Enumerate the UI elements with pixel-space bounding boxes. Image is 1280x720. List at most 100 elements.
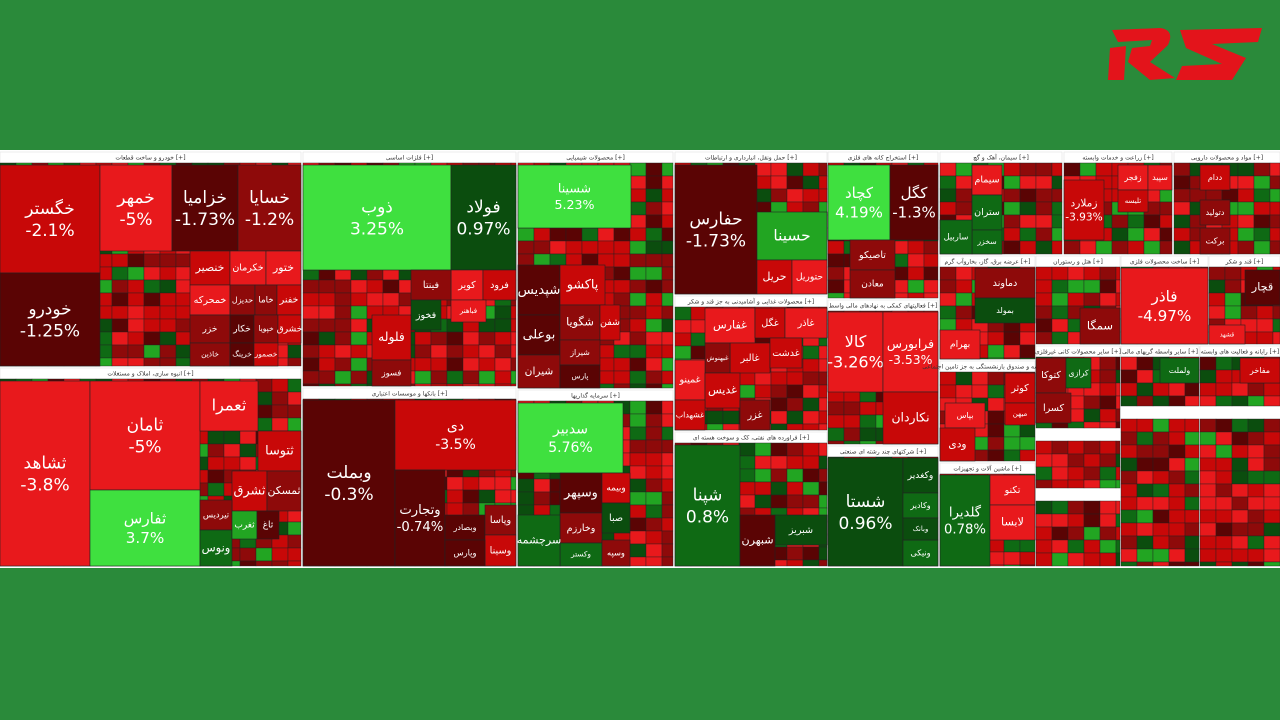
filler-tile — [645, 383, 663, 389]
tile-label: خمهر — [116, 188, 155, 208]
filler-tile — [786, 559, 804, 567]
filler-tile — [1120, 561, 1138, 567]
filler-tile — [127, 253, 145, 268]
sector-title: خودرو و ساخت قطعات [+] — [115, 155, 185, 162]
filler-tile — [1051, 539, 1069, 554]
filler-tile — [770, 384, 788, 399]
filler-tile — [287, 547, 302, 562]
filler-tile — [462, 344, 480, 359]
filler-tile — [770, 371, 788, 386]
filler-tile — [533, 491, 551, 506]
filler-tile — [1184, 522, 1200, 537]
filler-tile — [1136, 369, 1154, 384]
filler-tile — [159, 279, 177, 294]
tile — [939, 474, 991, 567]
tile — [517, 514, 561, 567]
filler-tile — [1247, 535, 1265, 550]
filler-tile — [818, 455, 828, 470]
tile — [450, 164, 517, 271]
filler-tile — [1083, 539, 1101, 554]
filler-tile — [939, 162, 957, 177]
filler-tile — [661, 543, 674, 558]
tile-change: -5% — [119, 210, 152, 230]
filler-tile — [414, 370, 432, 385]
filler-tile — [706, 423, 724, 431]
filler-tile — [1111, 240, 1129, 255]
tile-change: 0.96% — [838, 514, 892, 534]
filler-tile — [1231, 382, 1249, 397]
filler-tile — [239, 430, 257, 445]
filler-tile — [613, 266, 631, 281]
filler-tile — [629, 253, 647, 268]
filler-tile — [1003, 357, 1021, 360]
tile-label: حتوریل — [796, 272, 823, 283]
filler-tile — [302, 344, 320, 359]
filler-tile — [478, 476, 496, 491]
filler-tile — [645, 370, 663, 385]
filler-tile — [939, 175, 957, 190]
filler-tile — [690, 306, 708, 321]
filler-tile — [1184, 470, 1200, 485]
tile-label: ثامان — [127, 415, 164, 435]
filler-tile — [517, 227, 535, 242]
filler-tile — [818, 345, 828, 360]
tile-label: خاذین — [201, 350, 219, 359]
tile — [739, 514, 776, 567]
filler-tile — [629, 201, 647, 216]
filler-tile — [1120, 535, 1138, 550]
tile-label: خکار — [232, 325, 251, 335]
tile — [674, 164, 758, 295]
filler-tile — [1136, 496, 1154, 511]
filler-tile — [462, 502, 480, 517]
filler-tile — [1173, 240, 1191, 255]
filler-tile — [1099, 526, 1117, 541]
filler-tile — [754, 468, 772, 483]
tile-label: وسینا — [490, 546, 512, 557]
filler-tile — [987, 357, 1005, 360]
filler-tile — [127, 292, 145, 307]
filler-tile — [1173, 188, 1191, 203]
filler-tile — [350, 279, 368, 294]
filler-tile — [1136, 522, 1154, 537]
tile-change: -1.2% — [245, 210, 294, 230]
filler-tile — [661, 400, 674, 415]
filler-tile — [302, 357, 320, 372]
filler-tile — [510, 305, 517, 320]
filler-tile — [1115, 479, 1121, 489]
filler-tile — [1127, 240, 1145, 255]
filler-tile — [414, 331, 432, 346]
filler-tile — [1019, 201, 1037, 216]
tile — [199, 529, 233, 567]
filler-tile — [1263, 483, 1280, 498]
filler-tile — [350, 331, 368, 346]
tile-label: وپارس — [454, 548, 477, 558]
filler-tile — [1099, 453, 1117, 468]
filler-tile — [613, 292, 631, 307]
tile-label: پارس — [572, 372, 589, 381]
filler-tile — [239, 443, 257, 458]
filler-tile — [1247, 509, 1265, 524]
filler-tile — [971, 371, 989, 386]
filler-tile — [302, 370, 320, 385]
filler-tile — [818, 423, 828, 431]
filler-tile — [1051, 188, 1063, 203]
filler-tile — [1199, 444, 1217, 459]
tile — [276, 284, 302, 316]
filler-tile — [613, 344, 631, 359]
filler-tile — [127, 318, 145, 333]
tile-label: صبا — [609, 513, 623, 524]
filler-tile — [318, 292, 336, 307]
filler-tile — [223, 456, 241, 471]
filler-tile — [1199, 535, 1217, 550]
filler-tile — [1263, 382, 1280, 397]
filler-tile — [565, 227, 583, 242]
tile-label: حفارس — [689, 209, 742, 229]
filler-tile — [1152, 496, 1170, 511]
filler-tile — [770, 494, 788, 509]
filler-tile — [159, 331, 177, 346]
filler-tile — [1051, 479, 1069, 489]
tile-label: خزر — [202, 325, 218, 335]
tile-label: بوعلی — [523, 328, 556, 343]
filler-tile — [1035, 552, 1053, 567]
filler-tile — [987, 344, 1005, 359]
